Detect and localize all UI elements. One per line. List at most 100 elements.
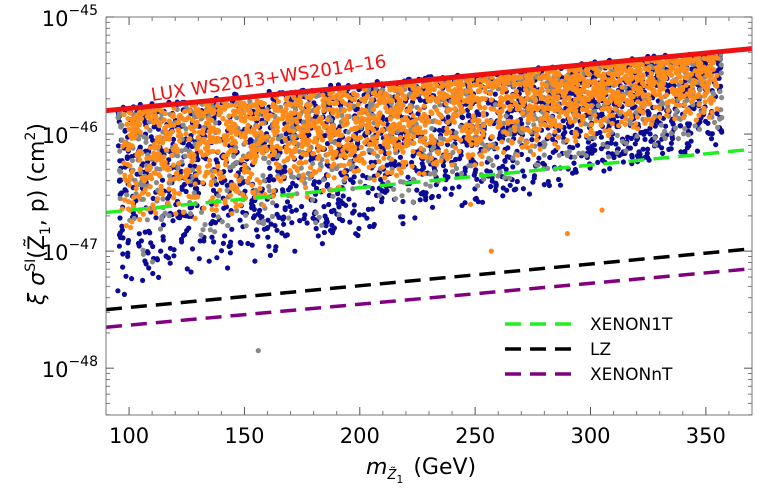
scatter-point-3854 bbox=[447, 129, 453, 135]
scatter-point-4282 bbox=[272, 119, 278, 125]
scatter-point-4371 bbox=[272, 131, 278, 137]
scatter-point-4627 bbox=[665, 70, 671, 76]
scatter-point-3925 bbox=[650, 115, 656, 121]
scatter-point-3273 bbox=[622, 121, 628, 127]
scatter-point-3596 bbox=[371, 150, 377, 156]
scatter-point-1699 bbox=[468, 158, 474, 165]
scatter-point-204 bbox=[325, 182, 331, 188]
scatter-point-3142 bbox=[154, 196, 161, 202]
scatter-point-307 bbox=[253, 227, 260, 233]
scatter-point-4713 bbox=[254, 147, 260, 153]
scatter-point-4056 bbox=[355, 101, 361, 107]
scatter-point-3901 bbox=[439, 114, 445, 120]
scatter-point-1890 bbox=[282, 206, 288, 213]
scatter-point-3834 bbox=[452, 81, 458, 87]
scatter-point-3973 bbox=[498, 99, 504, 105]
scatter-point-3193 bbox=[447, 106, 453, 113]
scatter-point-4581 bbox=[218, 109, 224, 115]
scatter-point-4153 bbox=[127, 110, 133, 116]
scatter-point-4612 bbox=[193, 123, 199, 129]
scatter-point-4451 bbox=[249, 148, 255, 154]
scatter-point-2741 bbox=[369, 101, 375, 108]
scatter-point-4356 bbox=[474, 122, 480, 129]
scatter-point-922 bbox=[442, 168, 449, 174]
scatter-point-3118 bbox=[478, 83, 484, 89]
scatter-point-2390 bbox=[350, 186, 356, 192]
scatter-point-4768 bbox=[630, 124, 636, 130]
scatter-point-1030 bbox=[225, 265, 231, 271]
scatter-point-2278 bbox=[375, 153, 381, 159]
scatter-point-4206 bbox=[406, 132, 412, 138]
scatter-point-2912 bbox=[303, 185, 309, 191]
scatter-point-3878 bbox=[122, 172, 128, 178]
scatter-point-935 bbox=[694, 148, 701, 154]
scatter-point-3625 bbox=[609, 120, 615, 127]
scatter-point-4313 bbox=[254, 123, 261, 129]
scatter-point-2175 bbox=[178, 148, 185, 154]
scatter-point-1121 bbox=[197, 238, 203, 244]
scatter-point-4665 bbox=[331, 161, 337, 167]
scatter-point-4312 bbox=[288, 115, 294, 121]
scatter-point-847 bbox=[293, 183, 299, 189]
scatter-point-2130 bbox=[316, 92, 322, 98]
scatter-point-4843 bbox=[446, 153, 452, 160]
scatter-point-3305 bbox=[126, 199, 132, 205]
scatter-point-2623 bbox=[234, 159, 240, 165]
scatter-point-4372 bbox=[714, 83, 720, 89]
scatter-point-4817 bbox=[476, 127, 482, 133]
scatter-point-3857 bbox=[139, 111, 145, 117]
scatter-point-1294 bbox=[462, 200, 468, 206]
scatter-point-2166 bbox=[576, 150, 582, 156]
scatter-point-571 bbox=[227, 250, 233, 256]
scatter-point-4845 bbox=[398, 86, 404, 92]
scatter-point-372 bbox=[237, 217, 243, 223]
scatter-point-4484 bbox=[356, 154, 362, 160]
scatter-point-4086 bbox=[483, 78, 489, 84]
scatter-point-3359 bbox=[306, 137, 312, 144]
scatter-point-4710 bbox=[474, 81, 480, 88]
scatter-point-324 bbox=[429, 204, 436, 210]
scatter-point-1306 bbox=[117, 230, 123, 236]
scatter-point-1473 bbox=[684, 141, 690, 147]
scatter-point-1849 bbox=[460, 114, 466, 121]
scatter-point-4731 bbox=[128, 133, 134, 139]
scatter-point-4732 bbox=[507, 95, 514, 101]
scatter-point-4604 bbox=[245, 122, 251, 129]
scatter-point-4274 bbox=[700, 83, 707, 89]
scatter-point-4518 bbox=[605, 132, 612, 139]
scatter-point-770 bbox=[284, 232, 290, 238]
scatter-point-2280 bbox=[399, 193, 405, 199]
scatter-point-4824 bbox=[524, 90, 531, 96]
scatter-point-3111 bbox=[172, 176, 178, 182]
scatter-point-41 bbox=[445, 114, 451, 120]
scatter-point-3664 bbox=[238, 202, 244, 208]
scatter-point-2400 bbox=[437, 135, 443, 141]
scatter-point-4437 bbox=[163, 129, 169, 135]
scatter-point-3493 bbox=[381, 100, 387, 106]
scatter-point-4675 bbox=[130, 116, 136, 122]
scatter-point-1020 bbox=[503, 166, 509, 172]
scatter-point-4783 bbox=[596, 72, 602, 79]
scatter-point-1714 bbox=[560, 131, 566, 138]
scatter-point-4805 bbox=[588, 94, 594, 100]
scatter-point-1124 bbox=[713, 142, 719, 148]
scatter-point-4535 bbox=[556, 72, 562, 78]
scatter-point-1921 bbox=[595, 103, 601, 109]
scatter-point-149 bbox=[299, 203, 305, 210]
scatter-point-4486 bbox=[178, 132, 184, 138]
scatter-point-2286 bbox=[366, 86, 372, 92]
scatter-point-4759 bbox=[168, 122, 174, 129]
scatter-point-3211 bbox=[166, 186, 172, 192]
scatter-point-1112 bbox=[436, 193, 442, 199]
scatter-point-4439 bbox=[681, 115, 687, 121]
scatter-point-4670 bbox=[523, 127, 529, 133]
scatter-point-4827 bbox=[410, 92, 416, 98]
scatter-point-2409 bbox=[566, 148, 572, 154]
scatter-point-1172 bbox=[247, 137, 254, 143]
scatter-point-4242 bbox=[422, 122, 428, 128]
scatter-point-2481 bbox=[162, 210, 168, 216]
scatter-point-343 bbox=[188, 269, 194, 275]
scatter-point-2342 bbox=[696, 126, 703, 132]
scatter-point-3803 bbox=[209, 117, 215, 123]
scatter-point-386 bbox=[214, 255, 220, 261]
